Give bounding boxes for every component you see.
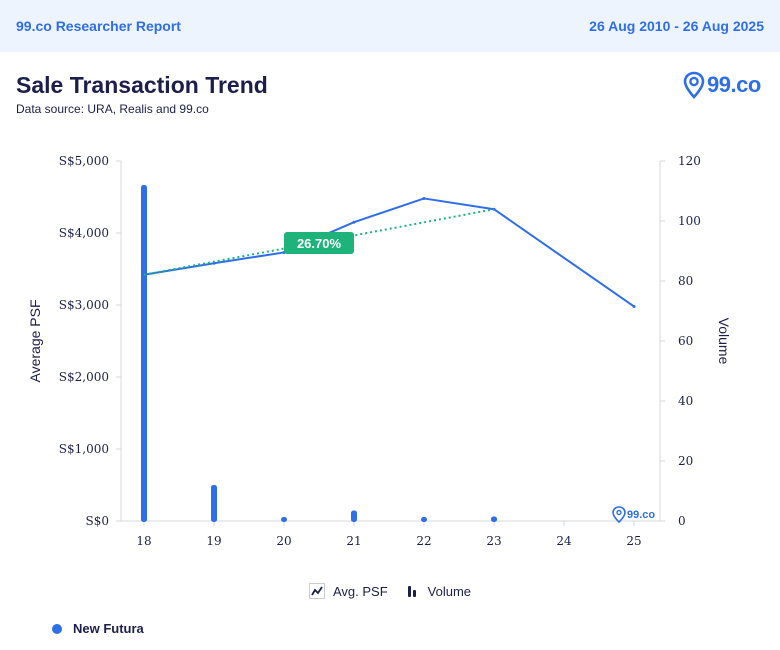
volume-bar xyxy=(421,517,427,522)
y-tick-label-left: S$1,000 xyxy=(59,442,109,456)
y-axis-title-left: Average PSF xyxy=(27,299,43,382)
data-source: Data source: URA, Realis and 99.co xyxy=(16,102,209,116)
y-tick-label-left: S$0 xyxy=(86,514,110,528)
x-tick-label: 18 xyxy=(136,534,151,548)
avg-psf-line xyxy=(143,197,635,308)
y-tick-label-right: 80 xyxy=(678,274,693,288)
x-tick-label: 24 xyxy=(556,534,572,548)
trend-line xyxy=(143,208,495,276)
legend-volume[interactable]: Volume xyxy=(404,583,471,599)
volume-bar xyxy=(281,517,287,522)
trend-label: 26.70% xyxy=(297,236,342,251)
watermark-text: 99.co xyxy=(627,509,655,521)
chart-legend: Avg. PSF Volume xyxy=(0,580,780,602)
sale-transaction-chart: S$0 S$1,000 S$2,000 S$3,000 S$4,000 S$5,000 0 2… xyxy=(27,154,732,548)
volume-bar xyxy=(141,185,147,522)
y-tick-label-right: 0 xyxy=(678,514,686,528)
watermark-pin-dot xyxy=(616,509,622,516)
brand-logo: 99.co xyxy=(683,70,761,100)
trend-label-box xyxy=(284,232,354,254)
watermark-logo: 99.co xyxy=(612,506,655,524)
series-color-dot xyxy=(52,623,62,634)
avg-psf-point xyxy=(632,304,636,308)
watermark-pin-icon xyxy=(612,506,626,524)
series-legend-label: New Futura xyxy=(73,621,144,636)
bar-chart-icon xyxy=(407,586,416,597)
x-tick-label: 20 xyxy=(276,534,291,548)
x-tick-label: 25 xyxy=(626,534,641,548)
volume-bar xyxy=(211,485,217,522)
volume-bar xyxy=(491,516,497,522)
legend-avg-psf[interactable]: Avg. PSF xyxy=(308,583,388,599)
legend-volume-label: Volume xyxy=(427,583,472,599)
x-tick-label: 22 xyxy=(416,534,431,548)
date-range: 26 Aug 2010 - 26 Aug 2025 xyxy=(589,18,764,34)
chart-title: Sale Transaction Trend xyxy=(16,72,268,98)
report-header-bar: 99.co Researcher Report 26 Aug 2010 - 26… xyxy=(0,0,780,52)
report-label: 99.co Researcher Report xyxy=(16,18,181,34)
y-tick-label-right: 40 xyxy=(678,394,693,408)
brand-logo-text: 99.co xyxy=(707,72,761,97)
y-tick-label-left: S$3,000 xyxy=(59,298,109,312)
y-tick-label-left: S$2,000 xyxy=(59,370,109,384)
y-axis-title-right: Volume xyxy=(716,318,732,365)
series-legend-item[interactable]: New Futura xyxy=(52,621,144,636)
map-pin-icon xyxy=(683,71,705,99)
y-tick-label-right: 60 xyxy=(678,334,693,348)
y-tick-label-right: 100 xyxy=(678,214,701,228)
line-chart-icon xyxy=(308,583,325,599)
volume-bar xyxy=(351,510,357,522)
x-tick-label: 23 xyxy=(486,534,501,548)
avg-psf-point xyxy=(422,196,426,200)
legend-avg-psf-label: Avg. PSF xyxy=(332,583,388,599)
y-tick-label-left: S$5,000 xyxy=(59,154,109,168)
avg-psf-point xyxy=(352,220,356,224)
y-tick-label-right: 20 xyxy=(678,454,693,468)
x-tick-label: 19 xyxy=(206,534,221,548)
y-tick-label-left: S$4,000 xyxy=(59,226,109,240)
y-tick-label-right: 120 xyxy=(678,154,701,168)
x-tick-label: 21 xyxy=(346,534,361,548)
